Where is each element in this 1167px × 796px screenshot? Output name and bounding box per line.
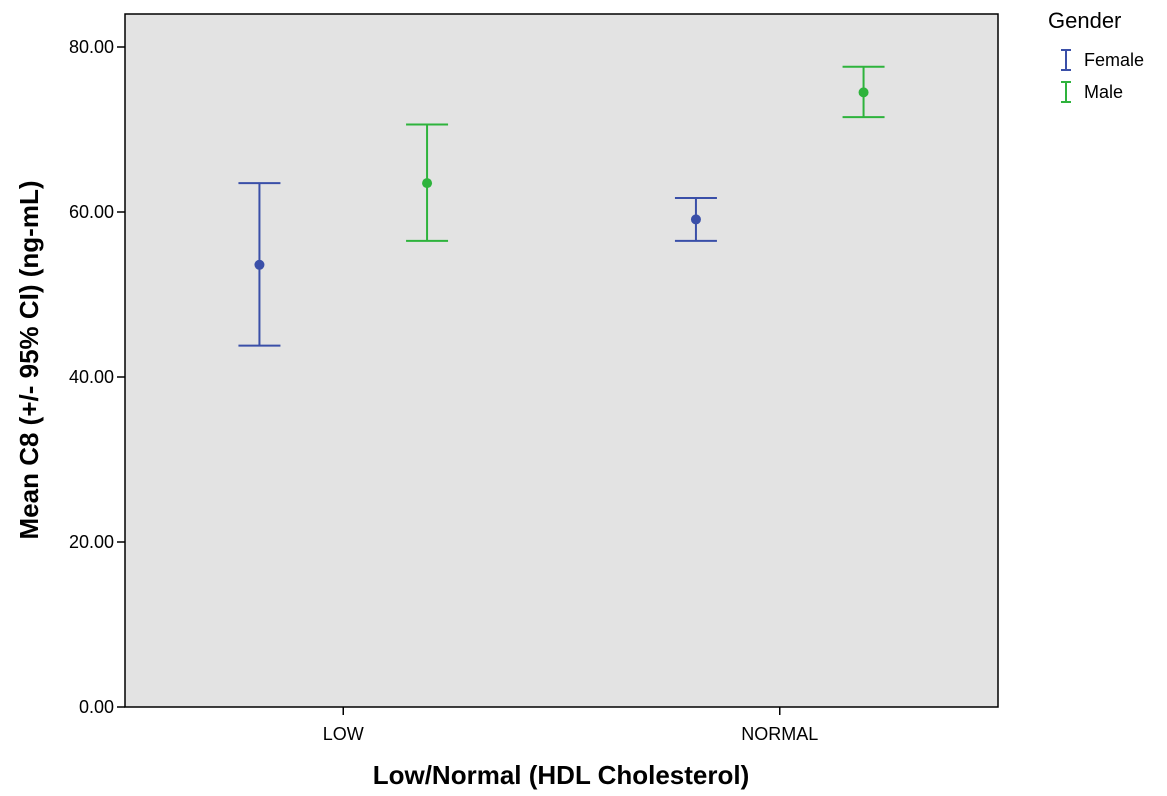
legend: Gender Female Male: [1048, 8, 1144, 103]
error-bar-female-normal: [674, 196, 717, 242]
legend-item-male: Male: [1061, 81, 1123, 103]
plot-area: [124, 13, 999, 708]
y-tick-label: 0.00: [79, 697, 114, 717]
error-bar-female-low: [238, 182, 281, 347]
legend-item-female: Female: [1061, 49, 1144, 71]
y-tick-label: 60.00: [69, 202, 114, 222]
legend-label: Female: [1084, 50, 1144, 70]
y-axis: 0.00 20.00 40.00 60.00 80.00: [69, 37, 125, 717]
x-tick-label: LOW: [323, 724, 364, 744]
error-bars: [238, 65, 885, 347]
x-axis: LOW NORMAL: [323, 707, 818, 744]
x-axis-title: Low/Normal (HDL Cholesterol): [373, 760, 750, 790]
y-tick-label: 20.00: [69, 532, 114, 552]
mean-point: [254, 259, 265, 270]
y-tick-label: 40.00: [69, 367, 114, 387]
legend-title: Gender: [1048, 8, 1121, 33]
mean-point: [858, 87, 869, 98]
mean-point: [690, 214, 701, 225]
x-tick-label: NORMAL: [741, 724, 818, 744]
y-tick-label: 80.00: [69, 37, 114, 57]
legend-label: Male: [1084, 82, 1123, 102]
error-bar-male-low: [406, 123, 449, 242]
y-axis-title: Mean C8 (+/- 95% CI) (ng-mL): [14, 181, 44, 540]
error-bar-male-normal: [842, 65, 885, 119]
mean-point: [422, 178, 433, 189]
